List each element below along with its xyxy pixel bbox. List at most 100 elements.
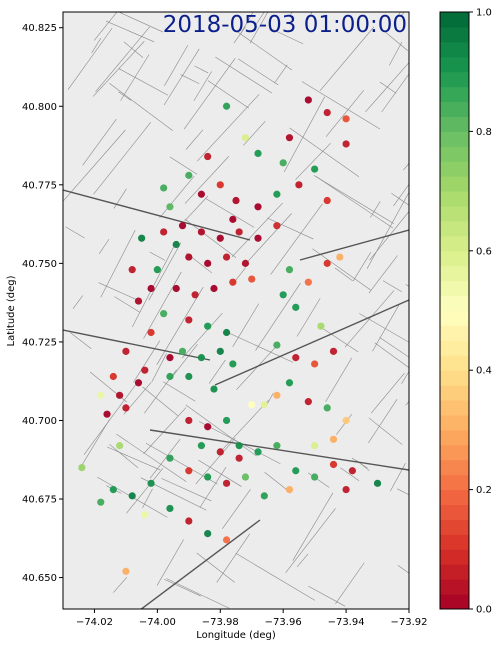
scatter-point [128,492,136,500]
x-tick-label: −73.94 [328,617,365,628]
street-line [185,404,257,457]
colorbar-band [440,161,469,177]
scatter-point [311,165,319,173]
scatter-point [342,416,350,425]
street-line [126,468,164,514]
street-line [385,31,409,52]
street-line [238,58,279,86]
street-line [185,129,204,150]
scatter-point [185,416,193,425]
street-line [149,251,165,261]
scatter-point [178,347,187,355]
street-line [372,304,400,352]
scatter-point [323,404,331,412]
colorbar-band [440,265,469,282]
street-line [232,303,260,347]
scatter-point [197,354,205,362]
street-line [289,127,360,177]
scatter-point [317,322,325,330]
street-line [285,508,336,573]
scatter-point [292,303,300,311]
scatter-point [103,410,111,418]
scatter-point [166,454,174,462]
street-line [156,539,184,586]
colorbar-band [440,459,469,476]
scatter-point [235,442,243,450]
major-road [299,229,409,261]
street-line [169,344,198,380]
street-line [368,399,398,444]
scatter-point [295,181,303,189]
street-line [118,68,169,96]
scatter-point [292,467,300,475]
scatter-point [204,529,212,538]
street-line [109,83,173,131]
colorbar-tick-label: 0.2 [476,485,492,496]
colorbar-band [440,400,469,416]
street-line [368,255,398,294]
street-line [243,120,266,146]
street-line [109,443,139,469]
scatter-point [323,196,331,205]
street-line [113,576,128,593]
scatter-point [229,278,237,286]
street-line [397,488,409,496]
colorbar-band [440,594,469,610]
scatter-point [304,278,312,286]
street-line [270,203,323,275]
scatter-point [178,222,187,230]
y-tick-label: 40.775 [22,180,57,191]
colorbar-tick-label: 0.8 [476,127,492,138]
street-line [307,12,313,21]
x-axis-ticks: −74.02 −74.00 −73.98 −73.96 −73.94 −73.92 [76,609,428,628]
colorbar-band [440,131,469,147]
scatter-point [304,398,312,406]
street-line [83,384,136,455]
scatter-point [273,190,281,198]
scatter-point [160,184,168,192]
street-line [161,12,162,13]
street-line [149,439,181,479]
scatter-point [273,391,281,399]
scatter-point [185,372,193,381]
scatter-point [185,517,193,525]
street-line [301,81,381,130]
street-line [274,64,288,84]
colorbar-band [440,504,469,520]
street-map-background [63,12,409,609]
colorbar-band [440,385,469,401]
street-line [234,29,293,71]
scatter-point [122,567,130,575]
scatter-point [254,149,262,157]
street-line [180,74,200,84]
street-line [208,359,226,384]
scatter-point [279,159,287,167]
colorbar-band [440,325,469,341]
colorbar-band [440,579,469,595]
street-line [295,142,331,180]
scatter-point [109,486,117,494]
street-line [164,45,189,86]
x-tick-label: −73.92 [390,617,427,628]
street-line [142,488,153,508]
colorbar-frame [439,11,470,610]
street-line [120,54,150,101]
scatter-point [323,259,331,267]
street-line [196,552,235,583]
scatter-point [273,222,281,230]
street-line [270,28,304,45]
x-tick-label: −74.02 [76,617,113,628]
scatter-point [78,464,86,472]
scatter-point [116,442,124,450]
street-line [336,413,353,435]
scatter-point [97,391,105,399]
street-line [233,26,246,44]
street-line [267,217,314,240]
street-line [283,96,325,173]
colorbar-tick-label: 1.0 [476,8,492,19]
street-line [308,585,346,607]
scatter-point [216,181,224,189]
colorbar-band [440,370,469,386]
scatter-point [311,360,319,368]
